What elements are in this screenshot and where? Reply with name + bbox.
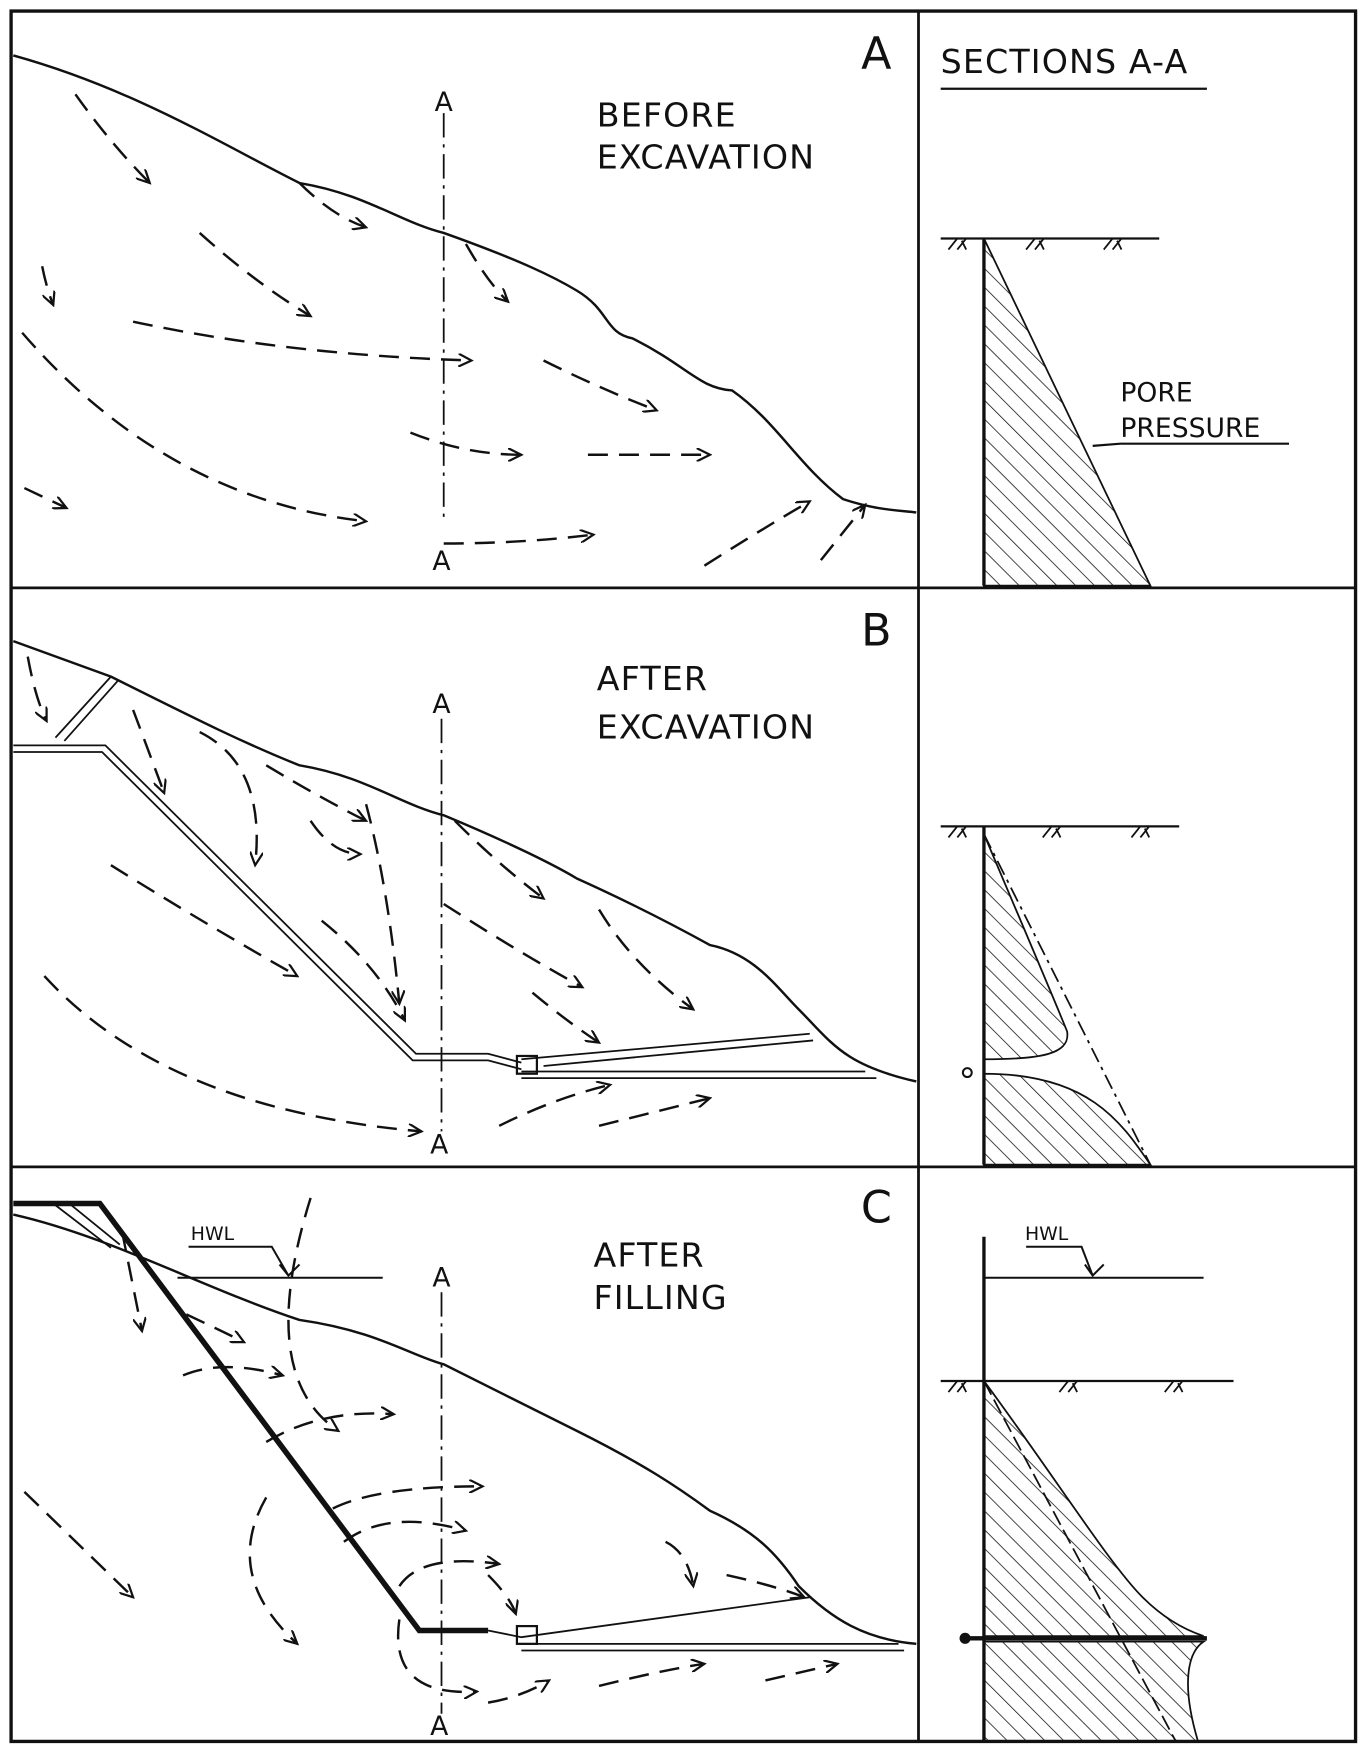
pressure-area (983, 1640, 1207, 1743)
panel-letter: B (861, 606, 891, 657)
hwl-label: HWL (191, 1224, 235, 1245)
flow-arrow (23, 486, 66, 508)
drain (521, 1032, 877, 1080)
section-mark: A (430, 1130, 448, 1161)
panel-letter: A (861, 29, 891, 80)
flow-arrow (199, 730, 257, 865)
flow-arrow (23, 1491, 133, 1597)
ground-mark (1103, 237, 1123, 251)
flow-arrow (40, 265, 53, 305)
hwl (177, 1245, 383, 1279)
caption: BEFORE (597, 95, 737, 134)
pressure-area (983, 833, 1069, 1061)
drain-marker (961, 1067, 973, 1079)
flow-arrow (498, 1085, 610, 1127)
section-mark: A (430, 1711, 448, 1742)
ground (12, 639, 917, 1083)
hwl-label: HWL (1025, 1224, 1069, 1245)
section-mark: A (432, 1263, 450, 1294)
caption: AFTER (597, 659, 708, 698)
caption: FILLING (593, 1278, 727, 1317)
flow-arrow (287, 1197, 338, 1431)
flow-arrow (343, 1520, 466, 1543)
hwl (983, 1245, 1204, 1279)
section-mark: A (435, 87, 453, 118)
flow-arrow (598, 1664, 704, 1688)
section-title: SECTIONS A-A (941, 42, 1189, 81)
ground-mark (947, 825, 967, 839)
flow-arrow (110, 864, 297, 976)
pore-label: PORE (1120, 378, 1192, 409)
flow-arrow (248, 1496, 297, 1643)
ground (13, 1213, 917, 1646)
caption: EXCAVATION (597, 138, 815, 177)
ground-mark (947, 1380, 967, 1393)
flow-arrow (409, 431, 521, 455)
flow-arrow (487, 1574, 516, 1614)
ground-mark (1058, 1380, 1078, 1393)
flow-arrow (443, 535, 594, 545)
flow-arrow (443, 902, 583, 987)
section-mark: A (432, 689, 450, 720)
flow-arrow (703, 501, 809, 567)
flow-arrow (531, 991, 599, 1043)
flow-arrow (298, 182, 367, 227)
flow-arrow (597, 908, 693, 1010)
flow-arrow (320, 919, 405, 1021)
drain (487, 1596, 905, 1652)
berm (54, 676, 119, 742)
initial-pressure (983, 833, 1152, 1166)
flow-arrow (598, 1098, 710, 1128)
ground-mark (1042, 825, 1062, 839)
ground-mark (1025, 237, 1045, 251)
caption: EXCAVATION (597, 708, 815, 747)
flow-arrow (665, 1540, 694, 1586)
pressure-area (983, 1378, 1204, 1637)
flow-arrow (543, 359, 657, 410)
ground (12, 54, 917, 514)
flow-arrow (182, 1367, 283, 1375)
flow-arrow (265, 1413, 394, 1444)
flow-arrow (198, 232, 311, 316)
flow-arrow (131, 709, 164, 793)
frame (9, 9, 1358, 1744)
ground-mark (1164, 1380, 1184, 1393)
caption: AFTER (593, 1236, 704, 1275)
pore-label: PRESSURE (1120, 413, 1260, 444)
flow-arrow (398, 1561, 499, 1587)
flow-arrow (21, 331, 366, 522)
flow-arrow (397, 1619, 477, 1691)
flow-arrow (487, 1680, 549, 1704)
pressure-area (983, 238, 1152, 587)
ground-mark (1130, 825, 1151, 839)
excavation (13, 744, 522, 1071)
ground-mark (947, 237, 967, 251)
flow-arrow (726, 1573, 805, 1597)
flow-arrow (332, 1486, 483, 1510)
flow-arrow (765, 1664, 837, 1682)
flow-arrow (464, 243, 508, 302)
pressure-area (983, 1072, 1153, 1166)
flow-arrow (120, 1230, 142, 1331)
leader (1092, 442, 1290, 448)
flow-arrow (43, 975, 421, 1131)
flow-arrow (74, 93, 149, 183)
drain-box (515, 1054, 539, 1075)
section-mark: A (432, 546, 450, 577)
flow-arrow (26, 656, 47, 721)
fill-line (13, 1200, 489, 1634)
flow-arrow (132, 320, 471, 361)
berm (52, 1200, 121, 1249)
divider (11, 586, 1356, 1169)
panel-letter: C (861, 1182, 892, 1233)
flow-arrow (453, 819, 544, 899)
flow-arrow (265, 764, 366, 820)
flow-arrow (185, 1313, 244, 1342)
flow-arrow (364, 803, 399, 1004)
flow-arrow (819, 505, 865, 561)
flow-arrow (309, 820, 361, 854)
